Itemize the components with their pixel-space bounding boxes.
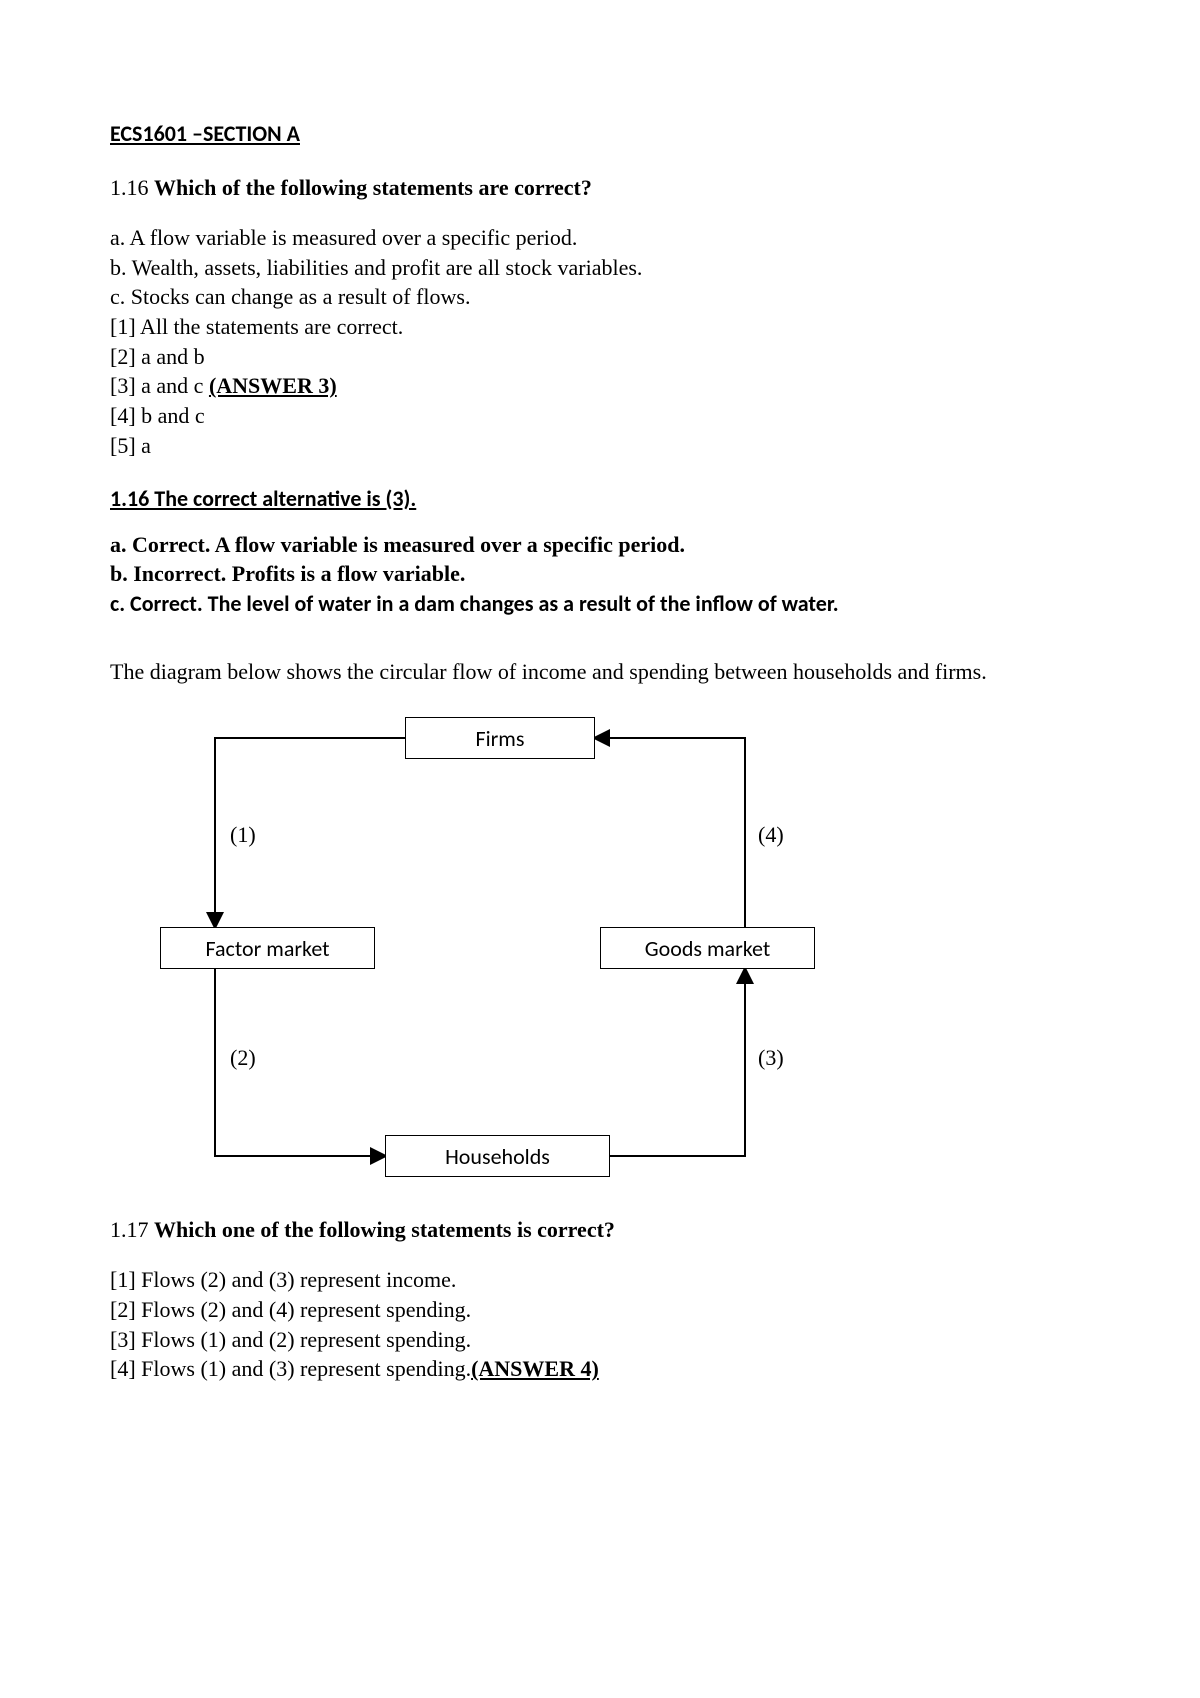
q117-question: 1.17 Which one of the following statemen… [110, 1217, 1090, 1243]
q116-number: 1.16 [110, 175, 149, 200]
q116-opt-3-text: [3] a and c [110, 373, 209, 398]
q117-opt-4-text: [4] Flows (1) and (3) represent spending… [110, 1356, 471, 1381]
q117-opt-1: [1] Flows (2) and (3) represent income. [110, 1265, 1090, 1295]
flow-label-4: (4) [758, 822, 784, 848]
section-heading: ECS1601 –SECTION A [110, 120, 1090, 147]
diagram-intro: The diagram below shows the circular flo… [110, 657, 1090, 688]
node-goods-market: Goods market [600, 927, 815, 969]
q117-opt-2: [2] Flows (2) and (4) represent spending… [110, 1295, 1090, 1325]
q116-expl-a: a. Correct. A flow variable is measured … [110, 530, 1090, 560]
node-factor-market: Factor market [160, 927, 375, 969]
q117-text: Which one of the following statements is… [154, 1217, 615, 1242]
q116-opt-2: [2] a and b [110, 342, 1090, 372]
q116-stmt-b: b. Wealth, assets, liabilities and profi… [110, 253, 1090, 283]
flow-label-2: (2) [230, 1045, 256, 1071]
q117-opt-3: [3] Flows (1) and (2) represent spending… [110, 1325, 1090, 1355]
q116-opt-3: [3] a and c (ANSWER 3) [110, 371, 1090, 401]
q116-opt-3-answer: (ANSWER 3) [209, 373, 337, 398]
q116-opt-4: [4] b and c [110, 401, 1090, 431]
q116-correct-alternative: 1.16 The correct alternative is (3). [110, 485, 1090, 512]
flow-label-1: (1) [230, 822, 256, 848]
node-firms: Firms [405, 717, 595, 759]
page: ECS1601 –SECTION A 1.16 Which of the fol… [0, 0, 1200, 1698]
q117-opt-4-answer: (ANSWER 4) [471, 1356, 599, 1381]
q117-opt-4: [4] Flows (1) and (3) represent spending… [110, 1354, 1090, 1384]
q116-stmt-a: a. A flow variable is measured over a sp… [110, 223, 1090, 253]
q116-expl-c: c. Correct. The level of water in a dam … [110, 589, 1090, 619]
q116-expl-b: b. Incorrect. Profits is a flow variable… [110, 559, 1090, 589]
node-households: Households [385, 1135, 610, 1177]
q116-question: 1.16 Which of the following statements a… [110, 175, 1090, 201]
q117-number: 1.17 [110, 1217, 149, 1242]
q116-stmt-c: c. Stocks can change as a result of flow… [110, 282, 1090, 312]
circular-flow-diagram: Firms Factor market Goods market Househo… [160, 717, 840, 1187]
flow-label-3: (3) [758, 1045, 784, 1071]
q116-opt-5: [5] a [110, 431, 1090, 461]
q116-opt-1: [1] All the statements are correct. [110, 312, 1090, 342]
q116-text: Which of the following statements are co… [154, 175, 592, 200]
